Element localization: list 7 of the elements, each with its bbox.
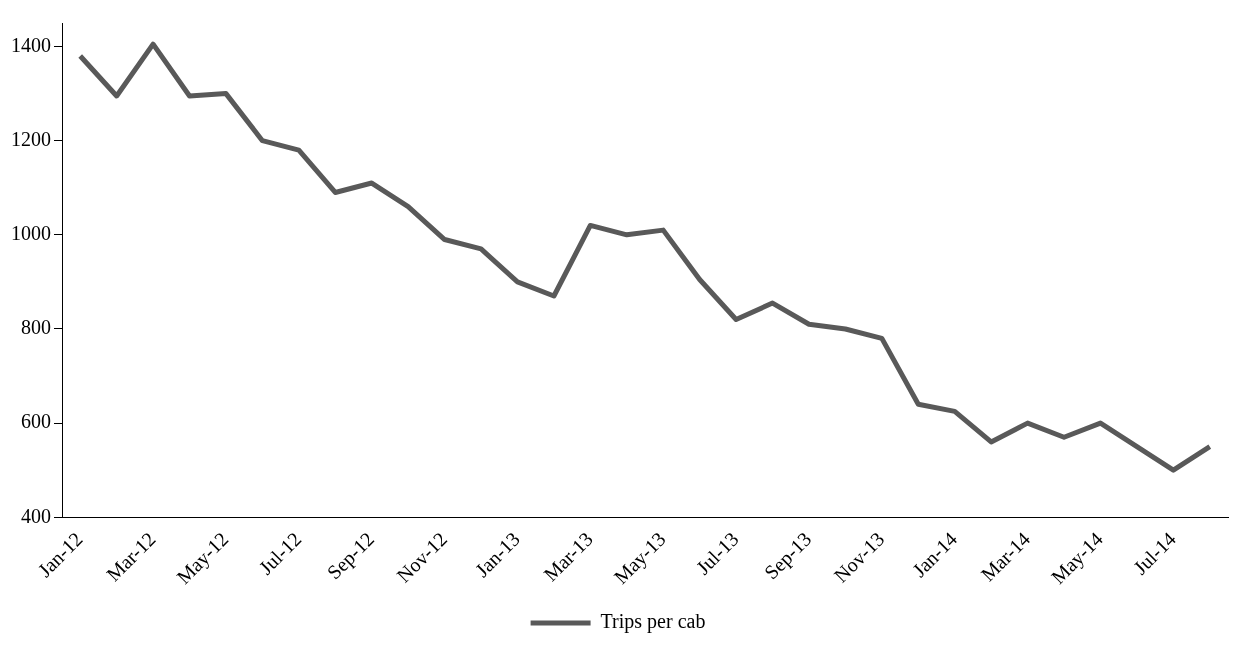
y-tick-label: 1000 [11, 222, 51, 245]
y-tick-label: 400 [21, 504, 51, 527]
y-tick-label: 1400 [11, 33, 51, 56]
y-tick-label: 600 [21, 410, 51, 433]
y-tick-label: 800 [21, 316, 51, 339]
legend-label: Trips per cab [600, 610, 706, 634]
y-tick-label: 1200 [11, 127, 51, 150]
